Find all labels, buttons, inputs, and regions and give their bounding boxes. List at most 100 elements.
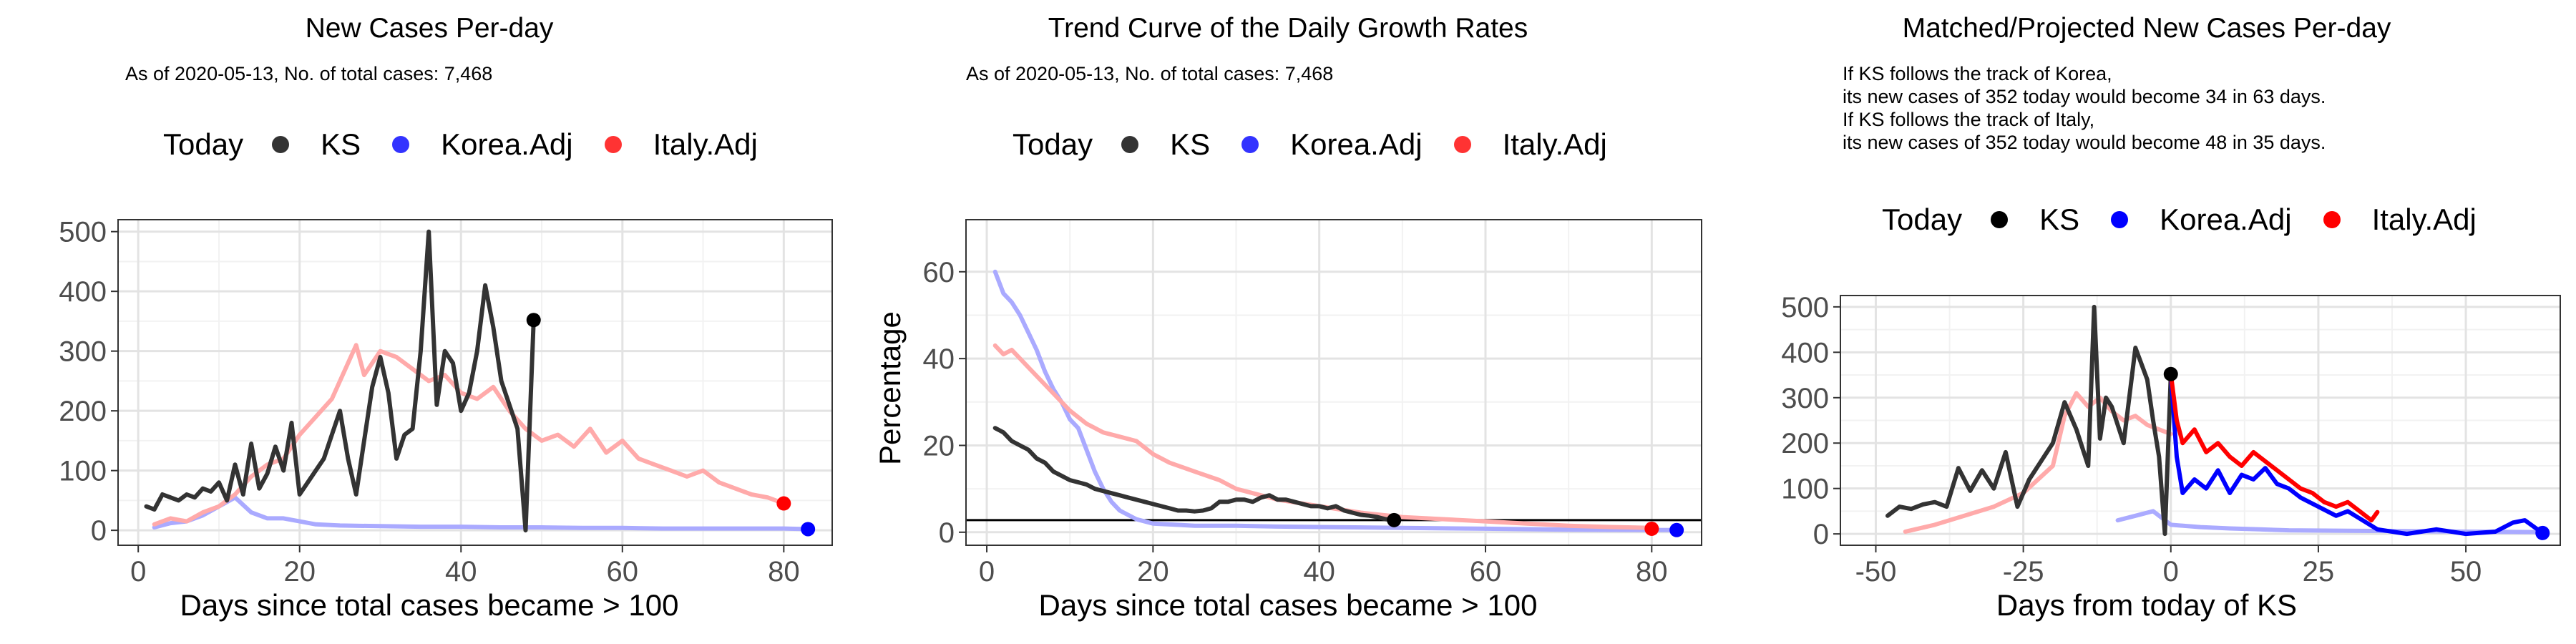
x-tick-label: 60 bbox=[607, 556, 639, 587]
chart-title: Matched/Projected New Cases Per-day bbox=[1902, 13, 2391, 44]
x-tick-label: 0 bbox=[979, 556, 995, 587]
plot-new-cases: 0 20 40 60 80 0 100 200 300 400 500 bbox=[59, 217, 833, 587]
x-tick-label: 20 bbox=[1137, 556, 1169, 587]
legend-item-ks: KS bbox=[1121, 127, 1210, 162]
legend-key-ks bbox=[272, 136, 290, 153]
y-tick-label: 400 bbox=[59, 276, 107, 308]
note-line: If KS follows the track of Korea, bbox=[1843, 63, 2112, 84]
legend-item-italy: Italy.Adj bbox=[2323, 203, 2477, 237]
x-tick-label: -50 bbox=[1855, 556, 1897, 587]
x-tick-label: 80 bbox=[1636, 556, 1668, 587]
legend-key-korea bbox=[1241, 136, 1259, 153]
panel-new-cases: New Cases Per-day As of 2020-05-13, No. … bbox=[0, 0, 859, 644]
series-line-italy-adj-projected- bbox=[2168, 371, 2380, 523]
series-line-italy-adj bbox=[992, 343, 1654, 530]
y-axis-label: Percentage bbox=[873, 311, 907, 465]
y-tick-label: 0 bbox=[91, 515, 107, 547]
x-tick-label: 0 bbox=[130, 556, 146, 587]
y-tick-label: 60 bbox=[923, 257, 955, 288]
series-line-korea-adj-projected- bbox=[2168, 371, 2545, 537]
panel-projected: Matched/Projected New Cases Per-day If K… bbox=[1717, 0, 2576, 644]
legend: Today KS Korea.Adj Italy.Adj bbox=[163, 127, 789, 162]
x-tick-label: 80 bbox=[768, 556, 800, 587]
legend-item-ks: KS bbox=[272, 127, 361, 162]
series-line-italy-adj-matched- bbox=[1903, 391, 2173, 534]
y-tick-label: 500 bbox=[1781, 292, 1829, 323]
x-tick-label: 50 bbox=[2450, 556, 2482, 587]
y-tick-label: 40 bbox=[923, 343, 955, 375]
chart-title: Trend Curve of the Daily Growth Rates bbox=[1048, 13, 1528, 44]
legend-title: Today bbox=[163, 127, 244, 161]
legend-label: KS bbox=[2039, 203, 2080, 236]
y-tick-label: 300 bbox=[59, 336, 107, 368]
note-line: its new cases of 352 today would become … bbox=[1843, 86, 2326, 107]
legend-key-korea bbox=[2111, 211, 2129, 228]
x-tick-label: 0 bbox=[2163, 556, 2179, 587]
note-line: its new cases of 352 today would become … bbox=[1843, 132, 2326, 153]
legend-item-italy: Italy.Adj bbox=[604, 127, 758, 162]
x-axis-label: Days since total cases became > 100 bbox=[180, 588, 679, 622]
x-tick-label: 40 bbox=[1303, 556, 1335, 587]
x-tick-label: 40 bbox=[445, 556, 477, 587]
legend-label: Italy.Adj bbox=[1502, 127, 1607, 161]
panel-growth-rates: Trend Curve of the Daily Growth Rates As… bbox=[859, 0, 1717, 644]
legend-label: Korea.Adj bbox=[1290, 127, 1423, 161]
series-line-ks bbox=[144, 229, 536, 533]
marker-ks bbox=[1387, 512, 1402, 527]
x-tick-label: 20 bbox=[283, 556, 316, 587]
legend-item-korea: Korea.Adj bbox=[2111, 203, 2292, 237]
legend: Today KS Korea.Adj Italy.Adj bbox=[1013, 127, 1639, 162]
legend-label: Korea.Adj bbox=[2160, 203, 2292, 236]
plot-border bbox=[965, 219, 1702, 546]
marker-korea-adj bbox=[801, 522, 816, 537]
series-line-ks bbox=[992, 426, 1397, 522]
chart-subtitle: As of 2020-05-13, No. of total cases: 7,… bbox=[966, 63, 1334, 84]
series-line-korea-adj bbox=[992, 269, 1679, 532]
legend-label: Korea.Adj bbox=[441, 127, 573, 161]
legend: Today KS Korea.Adj Italy.Adj bbox=[1882, 203, 2508, 237]
marker-ks bbox=[2163, 366, 2178, 381]
y-tick-label: 0 bbox=[939, 517, 955, 549]
legend-title: Today bbox=[1882, 203, 1963, 236]
plot-border bbox=[117, 219, 833, 546]
x-axis-label: Days from today of KS bbox=[1996, 588, 2298, 622]
marker-ks bbox=[526, 313, 541, 328]
legend-label: Italy.Adj bbox=[2371, 203, 2477, 236]
legend-item-korea: Korea.Adj bbox=[1241, 127, 1423, 162]
y-tick-label: 500 bbox=[59, 217, 107, 248]
series-line-korea-adj bbox=[152, 495, 811, 532]
legend-item-italy: Italy.Adj bbox=[1453, 127, 1607, 162]
legend-label: Italy.Adj bbox=[653, 127, 758, 161]
x-axis-label: Days since total cases became > 100 bbox=[1038, 588, 1538, 622]
chart-title: New Cases Per-day bbox=[305, 13, 554, 44]
note-line: If KS follows the track of Italy, bbox=[1843, 109, 2095, 130]
legend-key-ks bbox=[1121, 136, 1139, 153]
y-tick-label: 100 bbox=[59, 456, 107, 487]
y-tick-label: 300 bbox=[1781, 383, 1829, 414]
marker-italy-adj bbox=[1644, 521, 1659, 536]
y-tick-label: 200 bbox=[59, 396, 107, 427]
legend-key-italy bbox=[604, 136, 622, 153]
x-tick-label: -25 bbox=[2003, 556, 2044, 587]
series-line-ks bbox=[1885, 304, 2173, 537]
legend-key-korea bbox=[392, 136, 410, 153]
legend-label: KS bbox=[321, 127, 361, 161]
series-line-italy-adj bbox=[152, 343, 786, 527]
y-tick-label: 0 bbox=[1813, 519, 1829, 550]
y-tick-label: 100 bbox=[1781, 474, 1829, 505]
legend-title: Today bbox=[1013, 127, 1093, 161]
x-tick-label: 25 bbox=[2303, 556, 2335, 587]
legend-key-italy bbox=[1453, 136, 1471, 153]
plot-growth-rates: 0 20 40 60 80 0 20 40 60 bbox=[923, 219, 1702, 587]
chart-subtitle: As of 2020-05-13, No. of total cases: 7,… bbox=[125, 63, 493, 84]
y-tick-label: 20 bbox=[923, 430, 955, 462]
legend-key-italy bbox=[2323, 211, 2341, 228]
marker-italy-adj bbox=[776, 496, 791, 511]
x-tick-label: 60 bbox=[1470, 556, 1502, 587]
legend-item-ks: KS bbox=[1991, 203, 2079, 237]
plot-border bbox=[1840, 295, 2561, 546]
marker-korea-adj bbox=[2535, 525, 2550, 540]
y-tick-label: 200 bbox=[1781, 428, 1829, 459]
y-tick-label: 400 bbox=[1781, 337, 1829, 369]
